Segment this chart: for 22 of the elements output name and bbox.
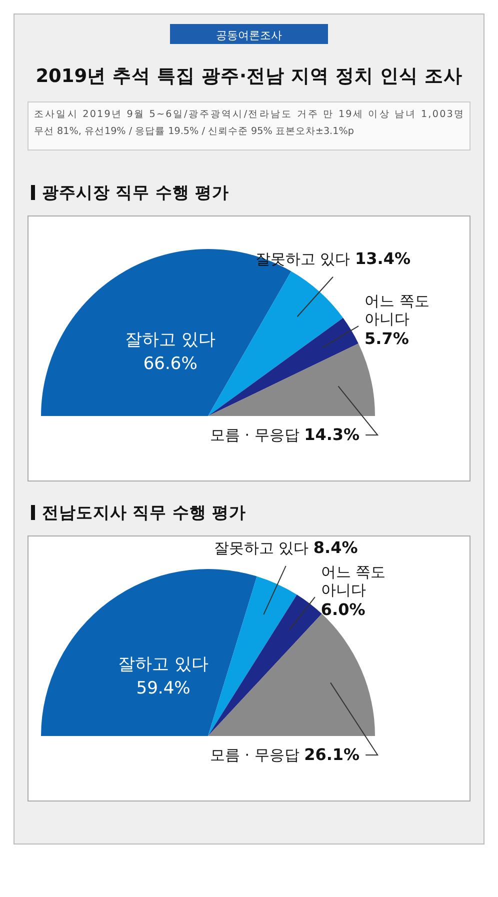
data-label: 66.6% (143, 354, 198, 374)
data-label: 8.4% (313, 538, 358, 557)
data-label: 26.1% (304, 745, 360, 764)
chart-title: 전남도지사 직무 수행 평가 (42, 503, 246, 522)
slice-label: 잘못하고 있다 (255, 250, 350, 268)
slice-label: 잘하고 있다 (125, 330, 216, 350)
text: 공동여론조사 (216, 29, 282, 42)
chart-title: 광주시장 직무 수행 평가 (42, 183, 230, 202)
data-label: 5.7% (364, 329, 409, 348)
text: 무선 81%, 유선19% / 응답률 19.5% / 신뢰수준 95% 표본오차±3.1%p (34, 126, 354, 137)
slice-label: 어느 쪽도 아니다 (320, 563, 386, 600)
slice-label: 모름 · 무응답 (210, 746, 300, 764)
slice-label: 모름 · 무응답 (210, 426, 300, 444)
slice-label: 잘못하고 있다 (214, 538, 309, 557)
data-label: 13.4% (355, 248, 411, 268)
slice-label: 어느 쪽도 아니다 (364, 292, 430, 328)
data-label: 59.4% (136, 678, 190, 699)
data-label: 6.0% (320, 600, 366, 620)
data-label: 14.3% (304, 425, 360, 444)
text: 조사일시 2019년 9월 5~6일/광주광역시/전라남도 거주 만 19세 이상 남녀 1,003명 (34, 109, 464, 120)
text: 2019년 추석 특집 광주·전남 지역 정치 인식 조사 (36, 66, 462, 87)
slice-label: 잘하고 있다 (118, 654, 209, 675)
